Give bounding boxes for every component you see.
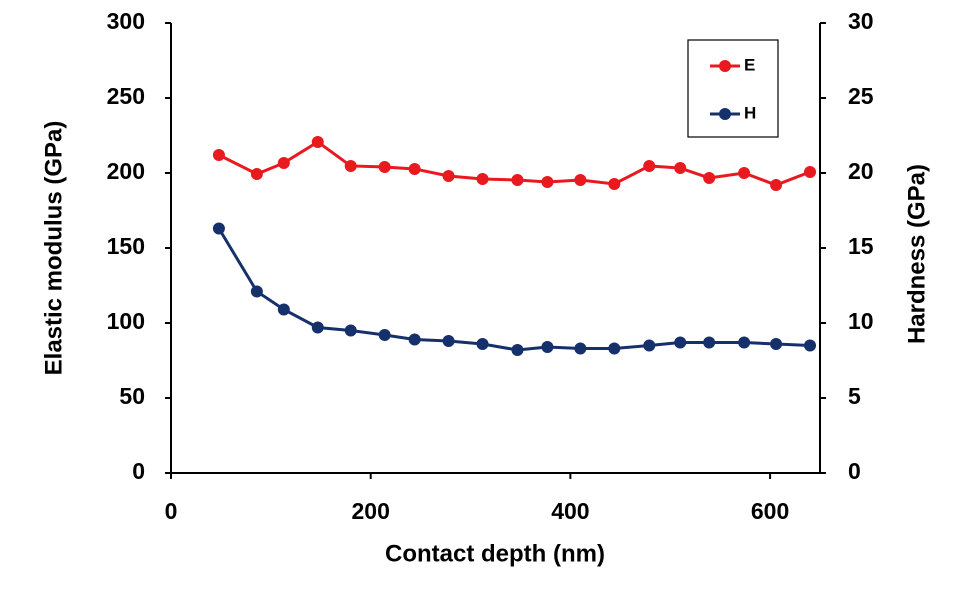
data-point — [770, 338, 783, 350]
data-point — [674, 336, 687, 349]
data-point — [804, 165, 817, 178]
data-point — [608, 342, 621, 355]
x-tick-label: 0 — [165, 498, 178, 524]
data-point — [277, 303, 290, 316]
data-point — [643, 339, 656, 352]
legend-marker — [719, 60, 731, 72]
data-point — [703, 171, 716, 184]
y-tick-label: 150 — [107, 233, 145, 259]
data-point — [511, 344, 524, 356]
data-point — [511, 174, 524, 187]
data-point — [703, 336, 716, 349]
data-point — [378, 161, 391, 173]
data-point — [311, 135, 324, 148]
legend-label: E — [744, 55, 755, 74]
y2-tick-label: 20 — [848, 158, 874, 184]
data-point — [541, 176, 554, 188]
data-point — [770, 179, 783, 191]
y-tick-label: 100 — [107, 308, 145, 334]
data-point — [212, 149, 225, 161]
y-axis-title: Elastic modulus (GPa) — [40, 121, 67, 376]
data-point — [344, 159, 357, 172]
data-point — [344, 324, 357, 337]
data-point — [311, 321, 324, 334]
data-point — [574, 174, 587, 187]
data-point — [212, 222, 225, 235]
data-point — [541, 341, 554, 353]
data-point — [738, 336, 751, 349]
data-point — [442, 335, 455, 347]
data-point — [804, 339, 817, 352]
data-point — [738, 167, 751, 179]
data-point — [277, 156, 290, 169]
legend-marker — [719, 108, 731, 120]
y2-tick-label: 30 — [848, 8, 874, 34]
series-line — [217, 227, 811, 352]
y-tick-label: 0 — [132, 458, 145, 484]
data-point — [408, 162, 421, 175]
x-tick-label: 200 — [352, 498, 390, 524]
data-point — [378, 329, 391, 341]
x-axis-title: Contact depth (nm) — [385, 540, 605, 567]
x-tick-label: 600 — [751, 498, 789, 524]
data-point — [476, 173, 489, 185]
y-tick-label: 250 — [107, 83, 145, 109]
data-point — [408, 333, 421, 346]
y-tick-label: 300 — [107, 8, 145, 34]
data-point — [476, 338, 489, 350]
data-point — [574, 342, 587, 355]
legend-box — [687, 39, 779, 138]
data-point — [643, 159, 656, 172]
y2-tick-label: 0 — [848, 458, 861, 484]
data-point — [674, 162, 687, 175]
x-tick-label: 400 — [551, 498, 589, 524]
y-tick-label: 50 — [119, 383, 145, 409]
y2-tick-label: 15 — [848, 233, 874, 259]
y2-tick-label: 25 — [848, 83, 874, 109]
y2-axis-title: Hardness (GPa) — [903, 164, 930, 344]
legend-label: H — [744, 103, 756, 122]
data-point — [250, 285, 263, 298]
data-point — [250, 168, 263, 181]
data-point — [608, 177, 621, 190]
y2-tick-label: 5 — [848, 383, 861, 409]
data-point — [442, 170, 455, 182]
y-tick-label: 200 — [107, 158, 145, 184]
y2-tick-label: 10 — [848, 308, 874, 334]
